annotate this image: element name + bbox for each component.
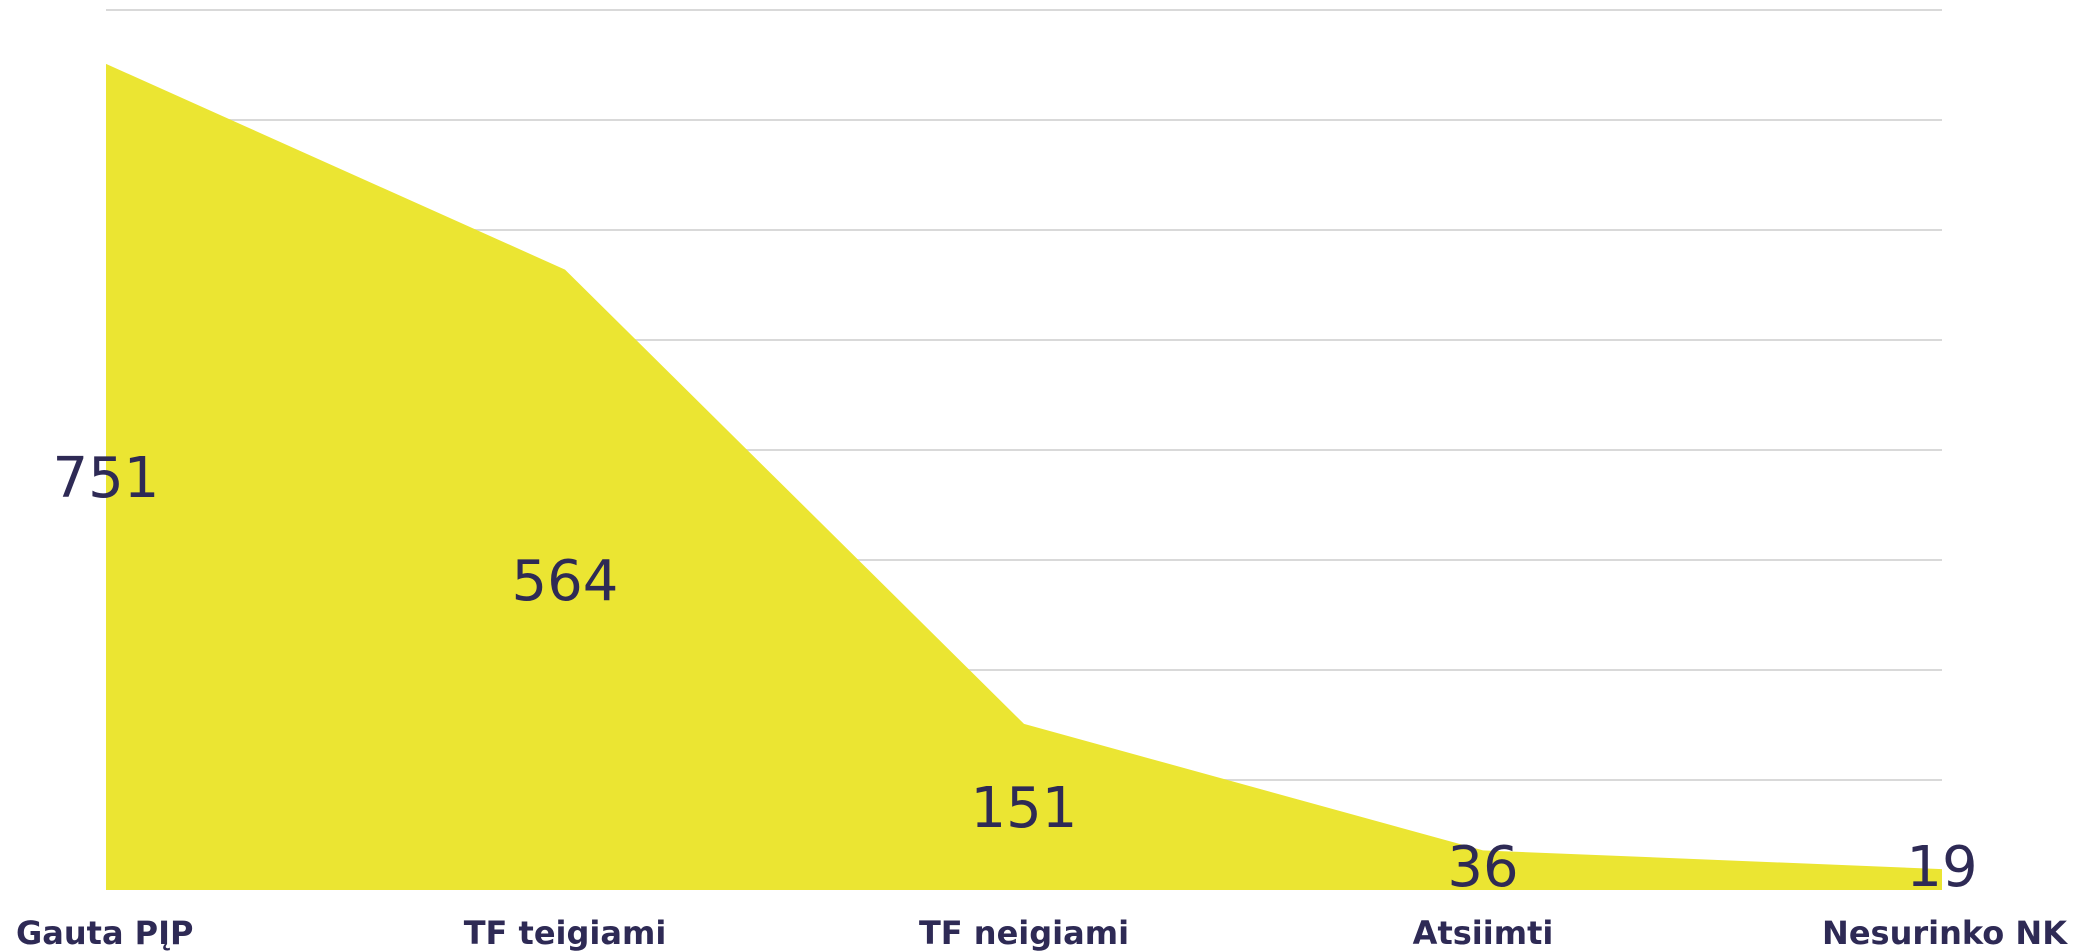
data-label-4: 19 (1906, 835, 1977, 900)
data-label-3: 36 (1447, 835, 1518, 900)
area-series (106, 63, 1942, 890)
area-shape (106, 63, 1942, 890)
data-label-0: 751 (53, 446, 160, 511)
category-axis-labels: Gauta PĮP TF teigiami TF neigiami Atsiimti N… (16, 914, 2068, 951)
data-label-1: 564 (512, 549, 619, 614)
data-label-2: 151 (971, 776, 1078, 841)
category-label-4: Nesurinko NK (1822, 914, 2068, 951)
data-labels: 751 564 151 36 19 (53, 446, 1978, 900)
category-label-3: Atsiimti (1413, 914, 1554, 951)
category-label-0: Gauta PĮP (16, 914, 193, 951)
category-label-2: TF neigiami (919, 914, 1129, 951)
category-label-1: TF teigiami (464, 914, 667, 951)
